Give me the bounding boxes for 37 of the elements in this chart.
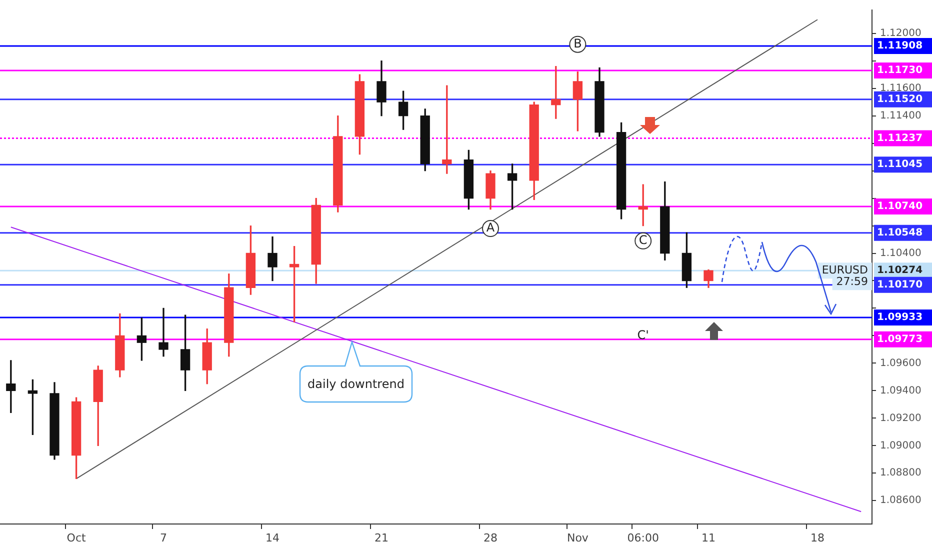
x-tick-label: 7 (160, 531, 167, 544)
x-tick-label: 18 (810, 531, 824, 544)
ref-line-label: 1.09933 (877, 312, 923, 324)
ref-line-label: 1.11520 (877, 94, 923, 105)
ref-line-label: 1.11908 (877, 40, 923, 52)
y-tick-label: 1.08800 (880, 468, 922, 479)
y-tick-label: 1.09200 (880, 412, 922, 424)
annotation: C' (637, 328, 649, 342)
y-tick-label: 1.09000 (880, 440, 922, 452)
ref-line-label: 1.10548 (877, 228, 923, 239)
annotation: C (638, 233, 648, 248)
ref-line-label: 1.11237 (877, 132, 923, 144)
annotation: 27:59 (836, 274, 868, 288)
ref-line-label: 1.10740 (877, 201, 923, 212)
annotation: A (486, 220, 496, 235)
y-tick-label: 1.09600 (880, 358, 922, 369)
annotation: EURUSD (822, 263, 868, 276)
x-tick-label: 06:00 (627, 531, 659, 544)
ref-line-label: 1.10170 (877, 279, 923, 290)
y-tick-label: 1.08600 (880, 495, 922, 506)
y-tick-label: 1.12000 (880, 28, 922, 39)
y-tick-label: 1.10400 (880, 248, 922, 259)
annotation: B (574, 36, 582, 50)
ref-line-label: 1.09773 (877, 334, 923, 346)
y-tick-label: 1.09400 (880, 385, 922, 396)
x-tick-label: 11 (702, 531, 716, 544)
y-tick-label: 1.11600 (880, 82, 922, 94)
annotation: daily downtrend (306, 376, 406, 393)
x-tick-label: 21 (374, 531, 388, 544)
y-tick-label: 1.11400 (880, 110, 922, 122)
x-tick-label: Nov (566, 531, 589, 544)
ref-line-label: 1.11045 (877, 159, 923, 170)
ref-line-label: 1.11730 (877, 65, 923, 76)
x-tick-label: Oct (66, 531, 86, 544)
x-tick-label: 14 (266, 531, 280, 544)
ref-line-label: 1.10274 (877, 265, 923, 276)
x-tick-label: 28 (484, 531, 498, 544)
